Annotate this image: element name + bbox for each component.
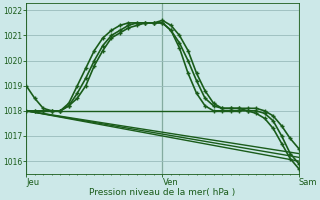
X-axis label: Pression niveau de la mer( hPa ): Pression niveau de la mer( hPa ) [89,188,236,197]
